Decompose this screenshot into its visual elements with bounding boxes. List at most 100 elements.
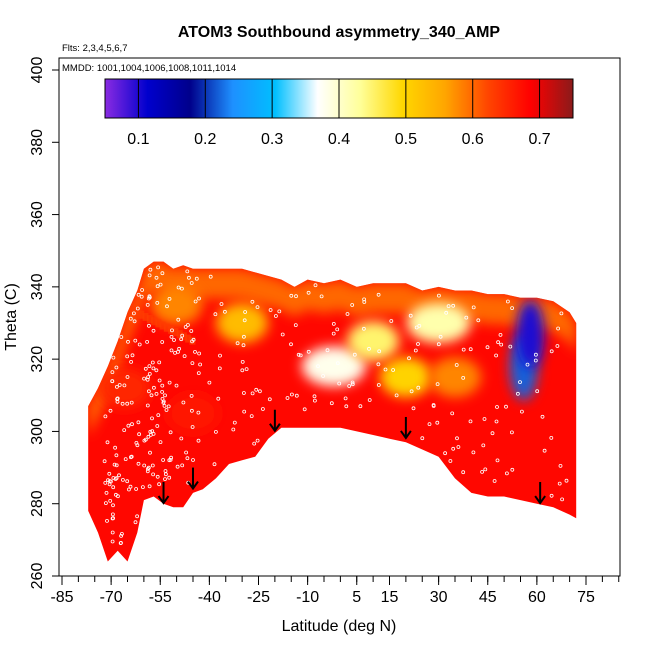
field-cell bbox=[151, 317, 158, 326]
observation-point bbox=[331, 331, 336, 336]
observation-point bbox=[241, 334, 246, 339]
field-cell bbox=[104, 293, 111, 302]
observation-point bbox=[114, 453, 119, 458]
arrow-marker bbox=[187, 467, 199, 491]
observation-points bbox=[102, 265, 569, 545]
observation-point bbox=[260, 407, 265, 411]
observation-point bbox=[219, 302, 224, 306]
observation-point bbox=[508, 344, 513, 349]
observation-point bbox=[123, 457, 128, 462]
observation-point bbox=[151, 328, 156, 333]
observation-point bbox=[155, 424, 160, 428]
observation-point bbox=[443, 451, 448, 456]
field-feature bbox=[216, 303, 269, 343]
observation-point bbox=[376, 383, 381, 387]
observation-point bbox=[456, 445, 461, 449]
field-feature bbox=[379, 357, 432, 398]
observation-point bbox=[560, 497, 564, 502]
observation-point bbox=[122, 383, 127, 388]
observation-point bbox=[535, 389, 540, 394]
observation-point bbox=[240, 368, 245, 373]
observation-point bbox=[250, 391, 255, 396]
observation-point bbox=[172, 338, 176, 342]
observation-point bbox=[179, 337, 184, 342]
observation-point bbox=[408, 313, 413, 318]
y-tick-label: 340 bbox=[29, 273, 46, 300]
observation-point bbox=[114, 365, 119, 370]
observation-point bbox=[110, 516, 115, 521]
x-tick-label: -85 bbox=[50, 589, 73, 606]
observation-point bbox=[193, 299, 198, 304]
observation-point bbox=[444, 310, 449, 315]
observation-point bbox=[510, 306, 514, 311]
chart-title: ATOM3 Southbound asymmetry_340_AMP bbox=[178, 24, 500, 41]
observation-point bbox=[542, 448, 547, 453]
observation-point bbox=[431, 403, 436, 407]
observation-point bbox=[383, 367, 388, 372]
observation-point bbox=[495, 458, 500, 463]
observation-point bbox=[361, 326, 366, 331]
flights-annotation: Flts: 2,3,4,5,6,7 bbox=[62, 43, 127, 54]
observation-point bbox=[498, 332, 503, 337]
observation-point bbox=[448, 459, 453, 463]
observation-point bbox=[166, 404, 171, 409]
observation-point bbox=[170, 328, 174, 333]
observation-point bbox=[510, 467, 515, 472]
observation-point bbox=[143, 437, 148, 442]
colorbar-tick-label: 0.2 bbox=[194, 131, 216, 148]
observation-point bbox=[145, 339, 150, 344]
observation-point bbox=[110, 539, 115, 544]
observation-point bbox=[461, 347, 466, 352]
observation-point bbox=[446, 304, 451, 309]
observation-point bbox=[108, 498, 113, 503]
observation-point bbox=[244, 367, 249, 372]
observation-point bbox=[128, 316, 133, 321]
observation-point bbox=[358, 404, 363, 409]
observation-point bbox=[126, 487, 131, 492]
observation-point bbox=[147, 295, 152, 300]
observation-point bbox=[558, 463, 563, 468]
observation-point bbox=[509, 430, 514, 435]
observation-point bbox=[212, 462, 217, 467]
observation-point bbox=[157, 482, 162, 487]
observation-point bbox=[142, 376, 147, 381]
observation-point bbox=[168, 430, 173, 435]
observation-point bbox=[436, 342, 441, 347]
observation-point bbox=[150, 429, 155, 434]
observation-point bbox=[222, 309, 227, 314]
observation-point bbox=[414, 325, 419, 330]
observation-point bbox=[115, 384, 119, 389]
observation-point bbox=[289, 293, 294, 298]
observation-point bbox=[417, 323, 422, 328]
observation-point bbox=[179, 436, 184, 441]
observation-point bbox=[407, 356, 411, 361]
x-axis: -85 -70 -55 -40 -25 -10 5 15 30 45 60 75 bbox=[50, 576, 620, 606]
colorbar-tick-label: 0.1 bbox=[127, 131, 149, 148]
observation-point bbox=[147, 273, 152, 278]
observation-point bbox=[564, 478, 569, 483]
observation-point bbox=[549, 493, 554, 498]
observation-point bbox=[468, 347, 473, 352]
observation-point bbox=[125, 479, 130, 484]
field-cell bbox=[95, 289, 102, 298]
observation-point bbox=[257, 389, 262, 394]
observation-point bbox=[556, 326, 560, 331]
colorbar-tick-label: 0.3 bbox=[261, 131, 283, 148]
observation-point bbox=[145, 403, 150, 408]
colorbar-tick-label: 0.6 bbox=[462, 131, 484, 148]
observation-point bbox=[167, 296, 172, 301]
observation-point bbox=[394, 393, 399, 398]
observation-point bbox=[549, 435, 554, 440]
observation-point bbox=[302, 407, 307, 412]
y-axis: 260 280 300 320 340 360 380 400 bbox=[29, 57, 59, 589]
observation-point bbox=[240, 359, 245, 364]
observation-point bbox=[176, 285, 181, 290]
observation-point bbox=[255, 438, 260, 443]
observation-point bbox=[367, 398, 372, 402]
arrow-marker bbox=[534, 482, 546, 505]
observation-point bbox=[181, 400, 186, 405]
observation-point bbox=[167, 475, 172, 480]
observation-point bbox=[137, 432, 142, 437]
observation-point bbox=[136, 420, 141, 425]
observation-point bbox=[169, 334, 174, 339]
